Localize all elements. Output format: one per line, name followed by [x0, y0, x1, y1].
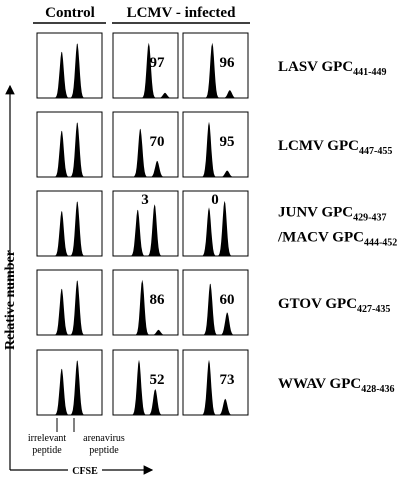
- percentage: 95: [220, 134, 235, 150]
- histogram: [113, 204, 178, 256]
- percentage: 60: [220, 292, 235, 308]
- histogram: [183, 121, 248, 177]
- histogram: [183, 200, 248, 256]
- percentage: 3: [141, 192, 149, 208]
- percentage: 0: [211, 192, 219, 208]
- histogram: [183, 283, 248, 335]
- percentage: 73: [220, 372, 235, 388]
- histogram: [37, 201, 102, 256]
- annotation: arenavirus: [83, 433, 125, 444]
- row-label: GTOV GPC427-435: [278, 296, 390, 315]
- histogram: [113, 128, 178, 177]
- histogram: [37, 280, 102, 335]
- histogram: [113, 359, 178, 415]
- column-header: LCMV - infected: [127, 5, 237, 21]
- row-label-subscript: 447-455: [359, 146, 392, 157]
- histogram-panel: [112, 349, 179, 416]
- histogram-panel: [36, 32, 103, 99]
- row-label-subscript: 428-436: [361, 384, 394, 395]
- row-label-subscript: 444-452: [364, 238, 397, 249]
- row-label: WWAV GPC428-436: [278, 376, 395, 395]
- row-label: JUNV GPC429-437: [278, 205, 386, 224]
- percentage: 52: [150, 372, 165, 388]
- row-label-text: LASV GPC: [278, 59, 353, 75]
- histogram-panel: [36, 269, 103, 336]
- row-label: LCMV GPC447-455: [278, 138, 392, 157]
- annotation: peptide: [32, 445, 62, 456]
- histogram-panel: [36, 111, 103, 178]
- row-label-text: JUNV GPC: [278, 205, 353, 221]
- row-label-subscript: 427-435: [357, 304, 390, 315]
- histogram: [113, 42, 178, 98]
- percentage: 70: [150, 134, 165, 150]
- row-label-text: WWAV GPC: [278, 376, 361, 392]
- percentage: 97: [150, 55, 166, 71]
- histogram: [113, 279, 178, 335]
- row-label-text: LCMV GPC: [278, 138, 359, 154]
- row-label-text: /MACV GPC: [277, 230, 364, 246]
- row-label-subscript: 441-449: [353, 67, 386, 78]
- histogram-panel: [182, 269, 249, 336]
- annotation: peptide: [89, 445, 119, 456]
- histogram: [183, 42, 248, 98]
- y-axis-label: Relative number: [3, 250, 18, 350]
- column-header: Control: [45, 5, 95, 21]
- histogram: [37, 122, 102, 177]
- percentage: 86: [150, 292, 166, 308]
- histogram: [37, 43, 102, 98]
- histogram-panel: [36, 349, 103, 416]
- histogram: [183, 359, 248, 415]
- histogram-panel: [112, 111, 179, 178]
- histogram-panel: [36, 190, 103, 257]
- histogram-panel: [182, 111, 249, 178]
- row-label: LASV GPC441-449: [278, 59, 387, 78]
- histogram: [37, 360, 102, 415]
- row-label: /MACV GPC444-452: [277, 230, 397, 249]
- x-axis-label: CFSE: [72, 466, 98, 477]
- percentage: 96: [220, 55, 236, 71]
- row-label-subscript: 429-437: [353, 213, 386, 224]
- histogram-panel: [182, 349, 249, 416]
- row-label-text: GTOV GPC: [278, 296, 357, 312]
- annotation: irrelevant: [28, 433, 67, 444]
